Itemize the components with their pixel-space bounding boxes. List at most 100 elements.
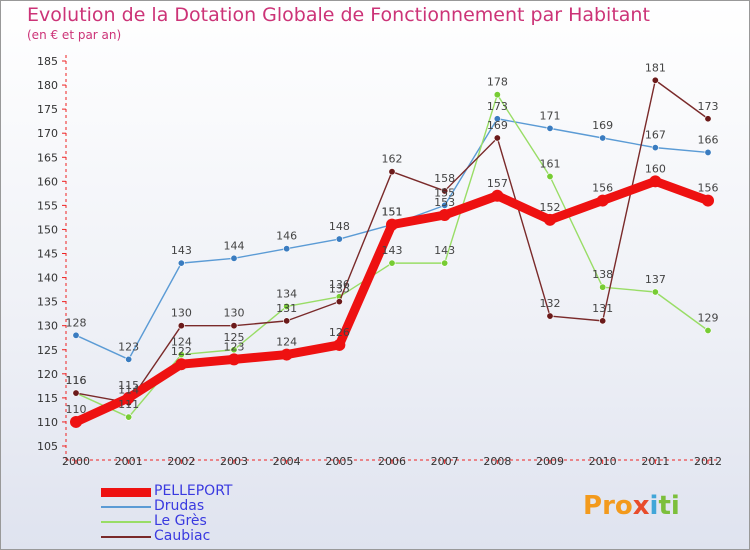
- data-label: 135: [329, 283, 350, 296]
- proxiti-logo: Proxiti: [583, 491, 680, 521]
- data-label: 130: [171, 307, 192, 320]
- y-tick-label: 155: [37, 199, 58, 212]
- data-label: 131: [276, 302, 297, 315]
- y-tick-label: 180: [37, 79, 58, 92]
- x-tick-label: 2009: [536, 455, 564, 468]
- data-label: 128: [66, 316, 87, 329]
- x-tick-label: 2007: [431, 455, 459, 468]
- data-point: [70, 415, 82, 428]
- data-point: [441, 259, 449, 267]
- data-point: [704, 326, 712, 334]
- data-point: [177, 259, 185, 267]
- data-point: [230, 322, 238, 330]
- y-tick-label: 105: [37, 440, 58, 453]
- legend-swatch-pelleport: [101, 488, 151, 497]
- data-point: [335, 235, 343, 243]
- data-label: 158: [434, 172, 455, 185]
- data-label: 143: [382, 244, 403, 257]
- data-label: 157: [487, 177, 508, 190]
- data-label: 137: [645, 273, 666, 286]
- legend-swatch-le-gres: [101, 521, 151, 523]
- y-tick-label: 165: [37, 151, 58, 164]
- data-label: 114: [118, 384, 139, 397]
- y-tick-label: 110: [37, 416, 58, 429]
- data-point: [651, 144, 659, 152]
- logo-letter: x: [632, 491, 650, 521]
- data-point: [493, 115, 501, 123]
- data-point: [491, 189, 504, 202]
- data-point: [72, 389, 80, 397]
- data-label: 134: [276, 287, 297, 300]
- x-tick-label: 2008: [483, 455, 511, 468]
- data-label: 173: [698, 100, 719, 113]
- data-point: [546, 124, 554, 132]
- data-point: [704, 115, 712, 123]
- data-point: [283, 317, 291, 325]
- legend-item-caubiac: Caubiac: [101, 528, 301, 545]
- x-tick-label: 2010: [589, 455, 617, 468]
- data-label: 131: [592, 302, 613, 315]
- data-point: [651, 288, 659, 296]
- data-label: 124: [276, 336, 297, 349]
- data-label: 148: [329, 220, 350, 233]
- logo-letter: i: [649, 491, 659, 521]
- data-point: [704, 148, 712, 156]
- data-point: [283, 245, 291, 253]
- data-label: 169: [487, 119, 508, 132]
- data-label: 110: [66, 403, 87, 416]
- data-label: 126: [329, 326, 350, 339]
- data-point: [649, 175, 662, 188]
- y-tick-label: 160: [37, 175, 58, 188]
- y-tick-label: 120: [37, 368, 58, 381]
- data-label: 167: [645, 129, 666, 142]
- data-label: 138: [592, 268, 613, 281]
- data-point: [122, 391, 135, 404]
- y-tick-label: 135: [37, 296, 58, 309]
- data-label: 166: [698, 133, 719, 146]
- data-point: [441, 187, 449, 195]
- data-point: [230, 346, 238, 354]
- data-point: [599, 283, 607, 291]
- data-point: [72, 331, 80, 339]
- data-point: [333, 338, 346, 351]
- data-label: 124: [171, 336, 192, 349]
- data-point: [702, 194, 714, 207]
- y-tick-label: 125: [37, 344, 58, 357]
- data-label: 171: [540, 109, 561, 122]
- data-label: 144: [224, 239, 245, 252]
- data-point: [177, 351, 185, 359]
- data-point: [125, 413, 133, 421]
- y-tick-label: 170: [37, 127, 58, 140]
- logo-letter: o: [614, 491, 633, 521]
- legend-label-drudas: Drudas: [154, 498, 205, 514]
- data-label: 115: [118, 379, 139, 392]
- x-tick-label: 2003: [220, 455, 248, 468]
- data-point: [599, 317, 607, 325]
- data-label: 156: [592, 182, 613, 195]
- data-label: 162: [382, 153, 403, 166]
- legend-swatch-drudas: [101, 506, 151, 508]
- data-point: [335, 298, 343, 306]
- data-label: 143: [434, 244, 455, 257]
- x-tick-label: 2011: [641, 455, 669, 468]
- x-tick-label: 2005: [325, 455, 353, 468]
- legend-item-le-gres: Le Grès: [101, 513, 301, 530]
- chart-subtitle: (en € et par an): [27, 28, 122, 42]
- data-point: [546, 312, 554, 320]
- data-label: 152: [540, 201, 561, 214]
- data-label: 116: [66, 374, 87, 387]
- data-label: 136: [329, 278, 350, 291]
- data-point: [441, 201, 449, 209]
- data-label: 155: [434, 186, 455, 199]
- x-tick-label: 2006: [378, 455, 406, 468]
- data-label: 146: [276, 230, 297, 243]
- logo-letter: P: [583, 491, 603, 521]
- data-point: [175, 358, 188, 371]
- data-label: 143: [171, 244, 192, 257]
- data-point: [386, 218, 398, 231]
- data-label: 123: [224, 340, 245, 353]
- y-tick-label: 150: [37, 223, 58, 236]
- data-point: [280, 348, 293, 361]
